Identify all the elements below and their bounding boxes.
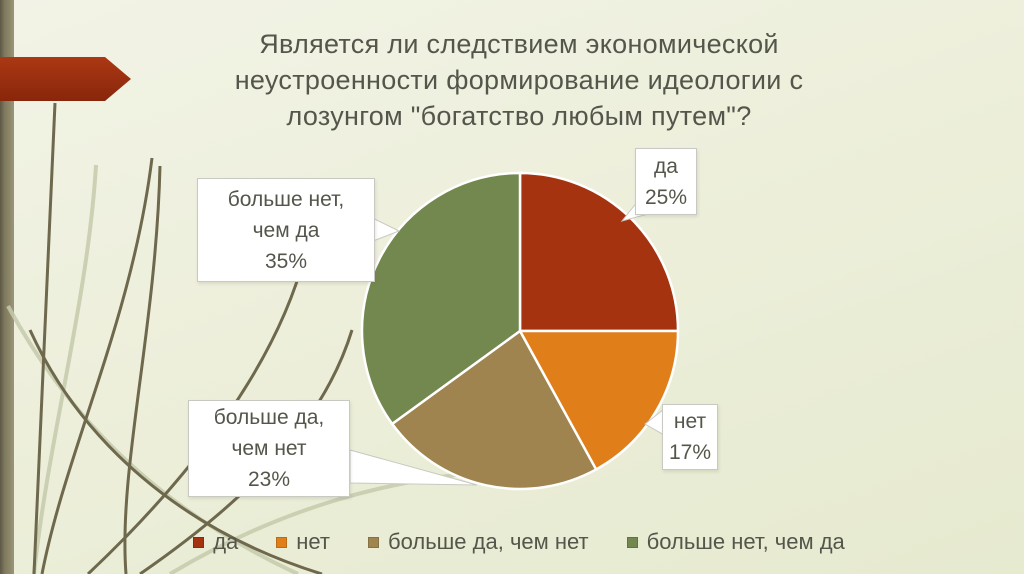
- chart-legend: да нет больше да, чем нет больше нет, чем д…: [14, 529, 1024, 555]
- legend-item-4: больше нет, чем да: [626, 529, 845, 555]
- legend-label: нет: [296, 529, 330, 554]
- legend-item-1: да: [193, 529, 238, 555]
- legend-label: больше да, чем нет: [388, 529, 589, 554]
- data-label-net: нет 17%: [662, 404, 718, 470]
- legend-label: больше нет, чем да: [646, 529, 845, 554]
- pie-slice-4: [360, 171, 522, 426]
- legend-swatch: [626, 536, 638, 548]
- legend-swatch: [276, 536, 288, 548]
- pie-slice-2: [518, 329, 680, 471]
- slide-title: Является ли следствием экономической неу…: [234, 29, 804, 131]
- red-arrow-marker: [0, 57, 131, 101]
- data-label-da: да 25%: [635, 148, 697, 215]
- legend-item-3: больше да, чем нет: [368, 529, 589, 555]
- data-label-more-net: больше нет, чем да 35%: [197, 178, 375, 282]
- data-label-more-da: больше да, чем нет 23%: [188, 400, 350, 497]
- legend-swatch: [368, 536, 379, 548]
- pie-chart: [360, 171, 680, 491]
- legend-label: да: [213, 529, 239, 554]
- pointer-more-da: [349, 449, 478, 486]
- legend-item-2: нет: [276, 529, 330, 555]
- pie-slice-1: [518, 171, 680, 333]
- pie-slice-3: [390, 329, 598, 491]
- legend-swatch: [193, 536, 205, 548]
